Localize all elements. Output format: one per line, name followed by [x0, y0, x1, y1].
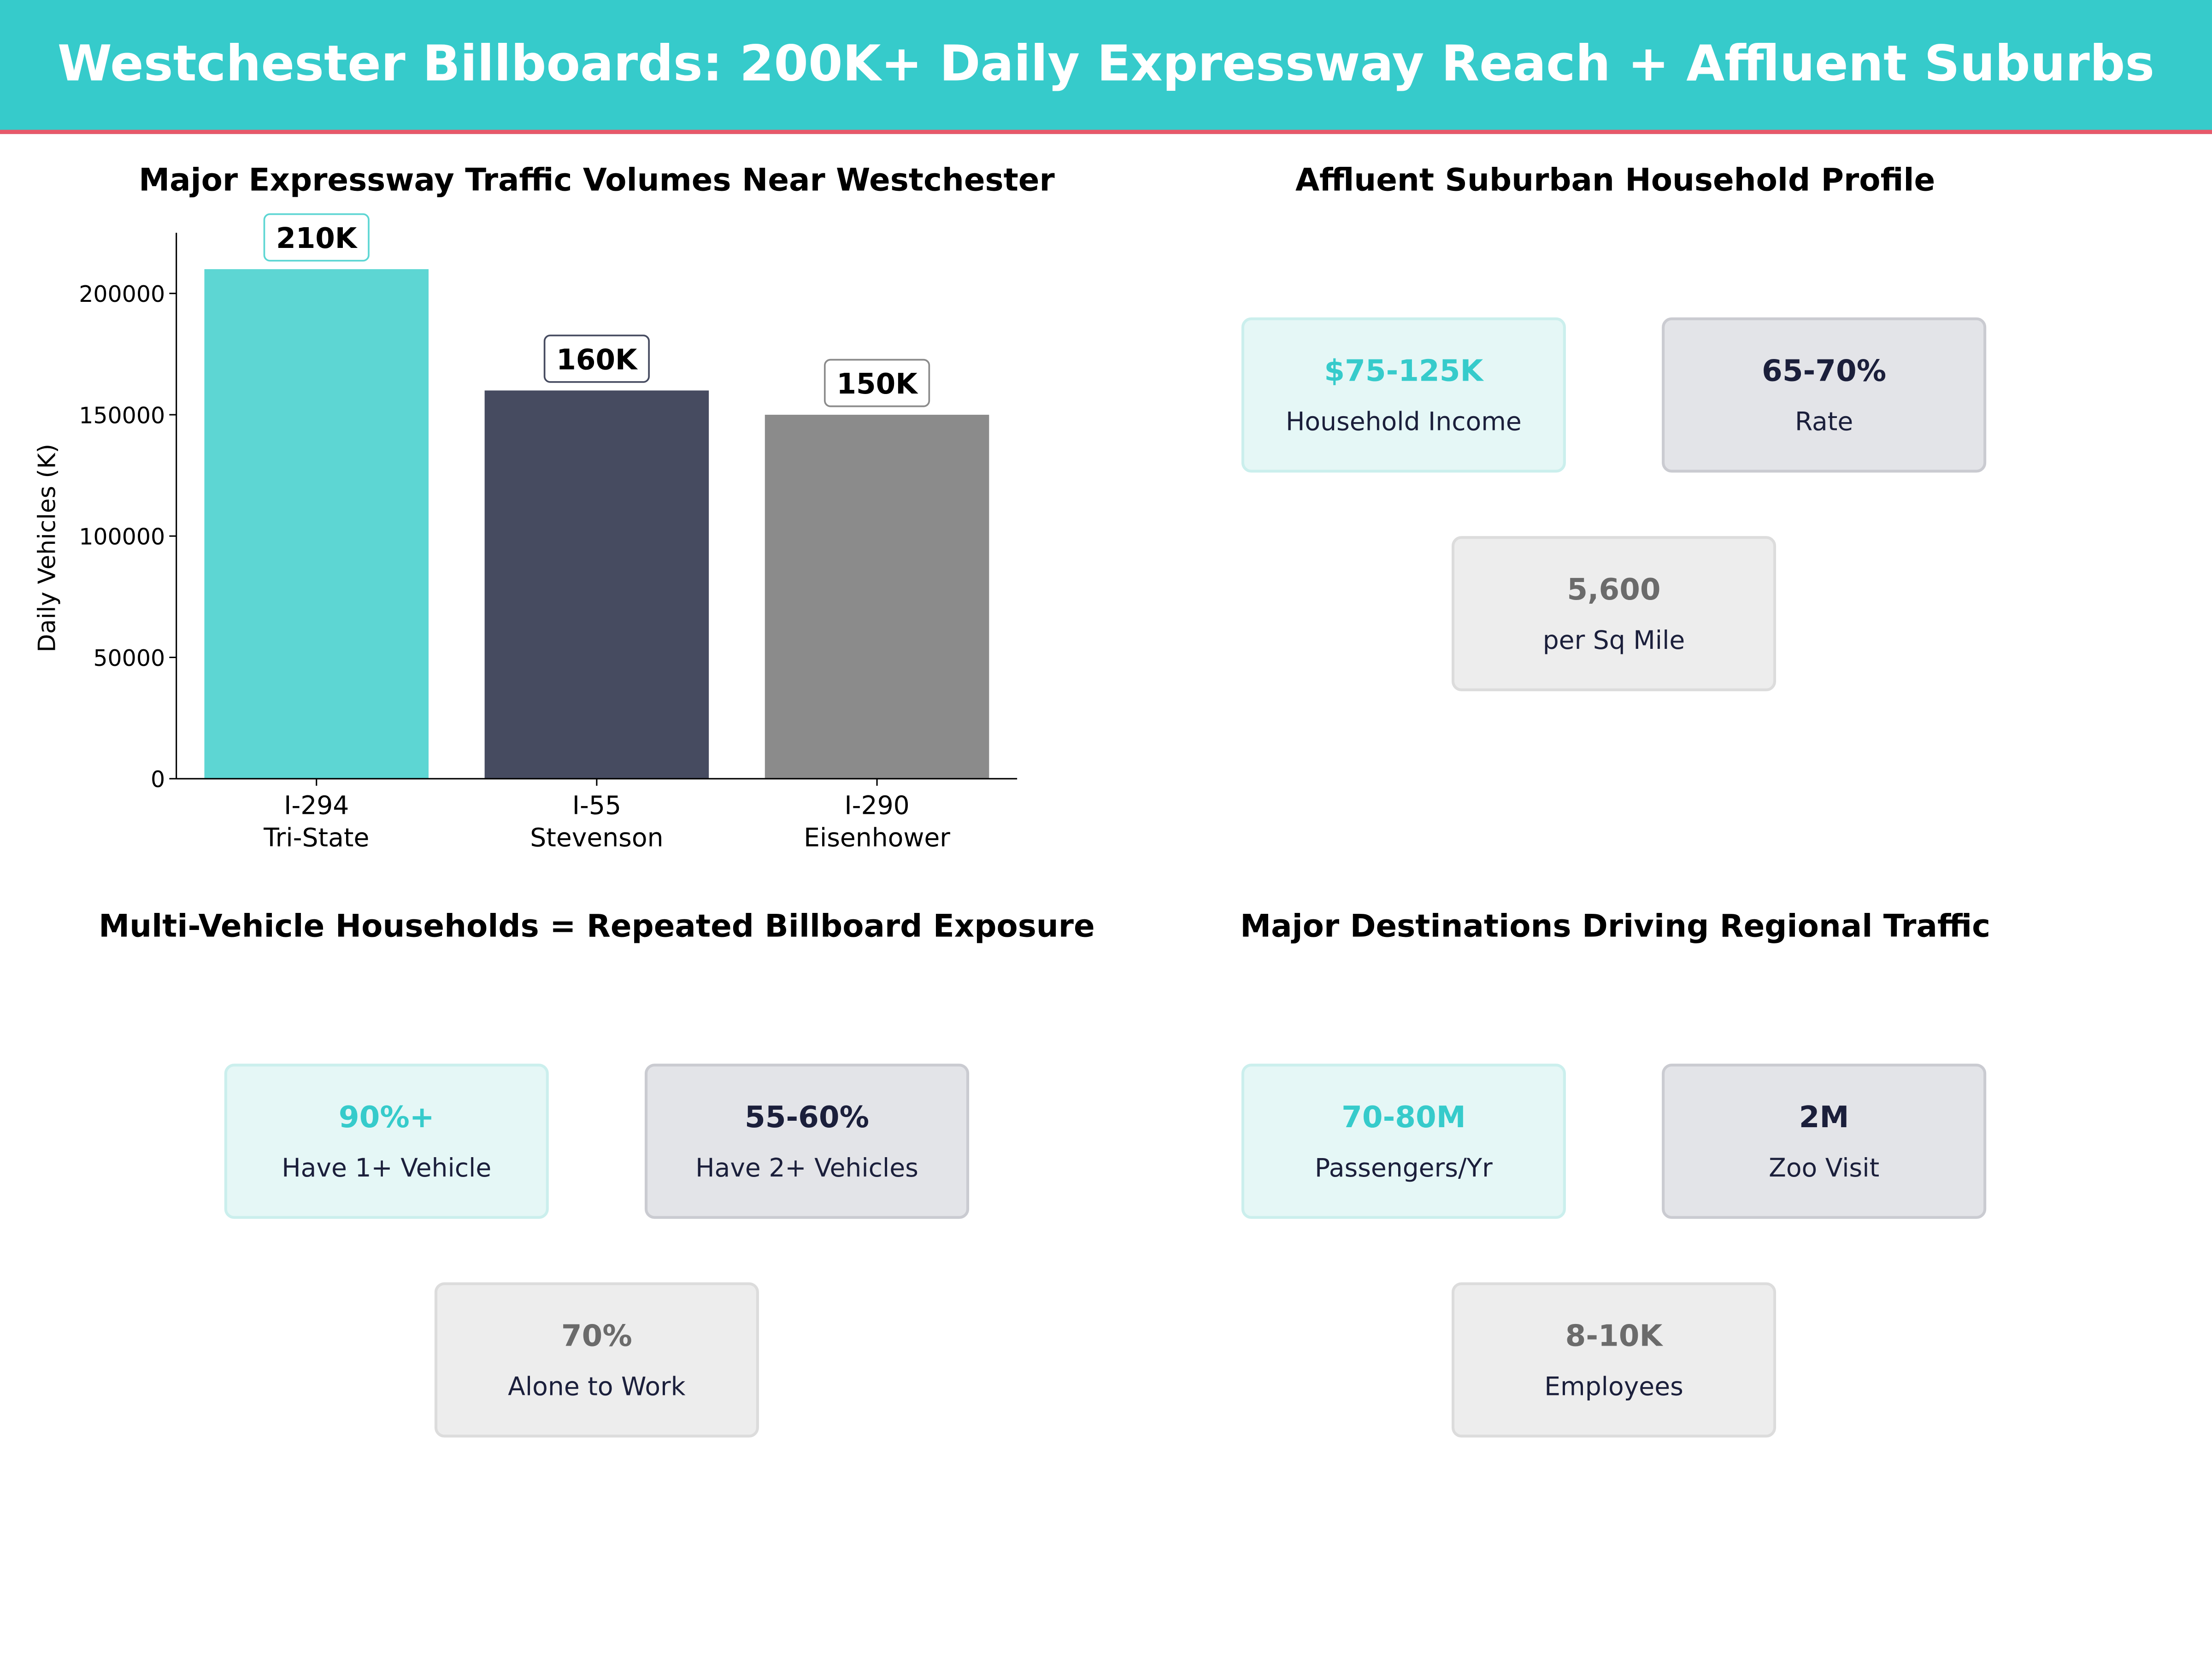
data-label-2: 150K [836, 368, 918, 400]
y-tick-label-4: 200000 [79, 281, 165, 307]
x-tick-label-0-1: Tri-State [263, 823, 369, 853]
stat-value: 5,600 [1567, 572, 1661, 606]
y-tick-label-3: 150000 [79, 402, 165, 429]
data-label-box-0 [263, 213, 370, 262]
stat-card-passengers: 70-80M Passengers/Yr [1241, 1064, 1566, 1219]
x-tick-label-2-0: I-290 [844, 790, 909, 820]
stat-label: per Sq Mile [1542, 625, 1685, 655]
data-label-box-2 [824, 359, 930, 407]
x-tick-label-2-1: Eisenhower [804, 823, 950, 853]
stat-card-alone-to-work: 70% Alone to Work [434, 1282, 759, 1438]
stat-label: Household Income [1285, 407, 1522, 437]
stat-label: Zoo Visit [1769, 1153, 1880, 1183]
page-title: Westchester Billboards: 200K+ Daily Expr… [57, 36, 2155, 94]
x-tick-label-0-0: I-294 [284, 790, 349, 820]
stat-value: 70-80M [1341, 1100, 1466, 1134]
stat-card-income: $75-125K Household Income [1241, 317, 1566, 473]
stat-label: Have 2+ Vehicles [695, 1153, 918, 1183]
stat-card-employees: 8-10K Employees [1451, 1282, 1777, 1438]
data-label-1: 160K [556, 343, 638, 376]
stat-value: 90%+ [338, 1100, 435, 1134]
stat-value: 2M [1799, 1100, 1849, 1134]
stat-value: 65-70% [1762, 353, 1887, 388]
stat-label: Alone to Work [508, 1372, 686, 1402]
data-label-0: 210K [276, 222, 358, 255]
stat-card-density: 5,600 per Sq Mile [1451, 536, 1777, 691]
header-banner: Westchester Billboards: 200K+ Daily Expr… [0, 0, 2212, 134]
stat-card-rate: 65-70% Rate [1662, 317, 1987, 473]
stat-value: 70% [561, 1318, 632, 1353]
panel-title-household: Affluent Suburban Household Profile [1295, 164, 1936, 199]
panel-title-vehicles: Multi-Vehicle Households = Repeated Bill… [99, 910, 1095, 946]
x-tick-label-1-1: Stevenson [530, 823, 663, 853]
stat-value: 55-60% [744, 1100, 870, 1134]
chart-title: Major Expressway Traffic Volumes Near We… [139, 164, 1055, 199]
stat-value: 8-10K [1565, 1318, 1663, 1353]
stat-value: $75-125K [1324, 353, 1483, 388]
stat-label: Employees [1544, 1372, 1683, 1402]
panel-title-destinations: Major Destinations Driving Regional Traf… [1240, 910, 1991, 946]
y-tick-label-1: 50000 [93, 645, 165, 671]
y-tick-label-2: 100000 [79, 524, 165, 550]
x-tick-label-1-0: I-55 [572, 790, 621, 820]
y-axis-label: Daily Vehicles (K) [33, 444, 61, 653]
stat-card-zoo: 2M Zoo Visit [1662, 1064, 1987, 1219]
y-tick-label-0: 0 [151, 766, 165, 793]
bar-2 [765, 414, 989, 779]
stat-card-two-vehicles: 55-60% Have 2+ Vehicles [644, 1064, 970, 1219]
stat-label: Rate [1794, 407, 1853, 437]
stat-label: Have 1+ Vehicle [282, 1153, 492, 1183]
stat-card-one-vehicle: 90%+ Have 1+ Vehicle [224, 1064, 549, 1219]
bar-1 [484, 390, 709, 779]
stat-label: Passengers/Yr [1314, 1153, 1493, 1183]
bar-0 [204, 269, 429, 779]
data-label-box-1 [543, 335, 650, 383]
